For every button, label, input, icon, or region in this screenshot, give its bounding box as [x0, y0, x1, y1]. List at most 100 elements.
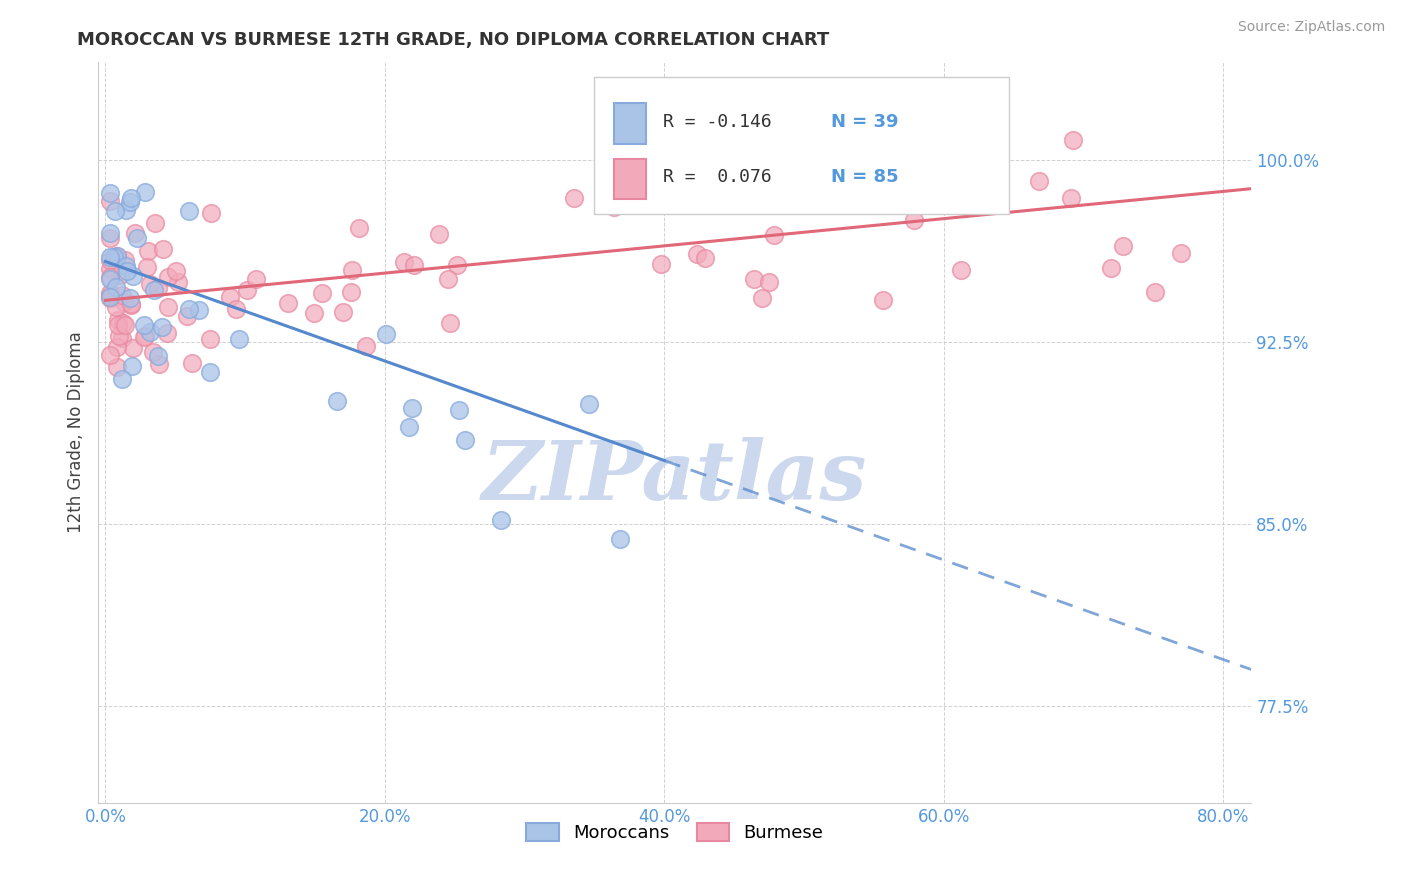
Point [695, 251, 717, 265]
Point [111, 288, 134, 302]
Point [398, 420, 420, 434]
Point [340, 263, 363, 277]
Point [98, 261, 121, 276]
Point [127, 230, 149, 244]
Point [107, 318, 129, 332]
Point [326, 393, 349, 408]
Point [112, 295, 135, 310]
Point [157, 300, 180, 314]
Point [347, 221, 370, 235]
Point [146, 281, 169, 295]
Point [105, 280, 128, 294]
Point [157, 270, 180, 285]
Point [118, 194, 141, 209]
Point [165, 264, 187, 278]
FancyBboxPatch shape [614, 159, 647, 200]
Point [108, 329, 131, 343]
FancyBboxPatch shape [595, 78, 1010, 214]
Point [1144, 285, 1167, 299]
Point [118, 291, 141, 305]
Point [404, 258, 426, 272]
Point [98, 272, 121, 286]
Point [446, 258, 468, 272]
Point [114, 202, 136, 217]
Point [105, 249, 128, 263]
Text: R =  0.076: R = 0.076 [664, 169, 772, 186]
Point [152, 242, 174, 256]
Point [374, 326, 396, 341]
Y-axis label: 12th Grade, No Diploma: 12th Grade, No Diploma [66, 332, 84, 533]
Point [120, 298, 142, 312]
Point [156, 326, 179, 341]
Point [138, 244, 160, 259]
Point [453, 433, 475, 447]
Point [103, 204, 125, 219]
Point [98, 269, 121, 284]
Point [751, 291, 773, 305]
Point [219, 291, 242, 305]
Point [98, 186, 121, 200]
Point [114, 253, 136, 268]
Point [176, 310, 198, 324]
Point [136, 260, 159, 274]
Point [650, 257, 672, 271]
Point [120, 191, 142, 205]
Point [142, 344, 165, 359]
Point [98, 285, 121, 300]
Point [98, 288, 121, 302]
Point [427, 227, 450, 242]
Point [148, 357, 170, 371]
Point [401, 401, 423, 415]
Point [686, 247, 709, 261]
Point [245, 272, 267, 286]
Point [602, 200, 624, 214]
Point [181, 357, 204, 371]
Point [302, 305, 325, 319]
Point [1028, 174, 1050, 188]
Text: MOROCCAN VS BURMESE 12TH GRADE, NO DIPLOMA CORRELATION CHART: MOROCCAN VS BURMESE 12TH GRADE, NO DIPLO… [77, 31, 830, 49]
Point [132, 318, 155, 332]
Point [121, 341, 143, 355]
Point [200, 205, 222, 219]
Point [167, 275, 190, 289]
Point [1062, 132, 1084, 146]
Point [950, 263, 973, 277]
Point [877, 195, 900, 210]
Point [120, 297, 142, 311]
Point [1059, 191, 1081, 205]
Point [98, 252, 121, 267]
Point [150, 320, 173, 334]
Point [142, 283, 165, 297]
Point [114, 318, 136, 333]
Point [111, 371, 134, 385]
Point [179, 203, 201, 218]
Point [354, 339, 377, 353]
Point [578, 397, 600, 411]
Point [742, 271, 765, 285]
Point [311, 286, 333, 301]
Point [139, 325, 162, 339]
Point [187, 302, 209, 317]
Text: N = 39: N = 39 [831, 112, 898, 130]
Point [98, 291, 121, 305]
Point [903, 213, 925, 227]
FancyBboxPatch shape [614, 103, 647, 144]
Point [1099, 261, 1122, 276]
Point [437, 272, 460, 286]
Point [332, 304, 354, 318]
Point [872, 293, 894, 308]
Point [117, 264, 139, 278]
Point [110, 331, 132, 345]
Point [98, 194, 121, 208]
Point [439, 317, 461, 331]
Point [134, 328, 156, 343]
Point [225, 301, 247, 316]
Point [98, 348, 121, 362]
Point [143, 216, 166, 230]
Point [489, 513, 512, 527]
Point [789, 142, 811, 156]
Point [447, 402, 470, 417]
Point [198, 365, 221, 379]
Point [110, 268, 132, 283]
Point [762, 227, 785, 242]
